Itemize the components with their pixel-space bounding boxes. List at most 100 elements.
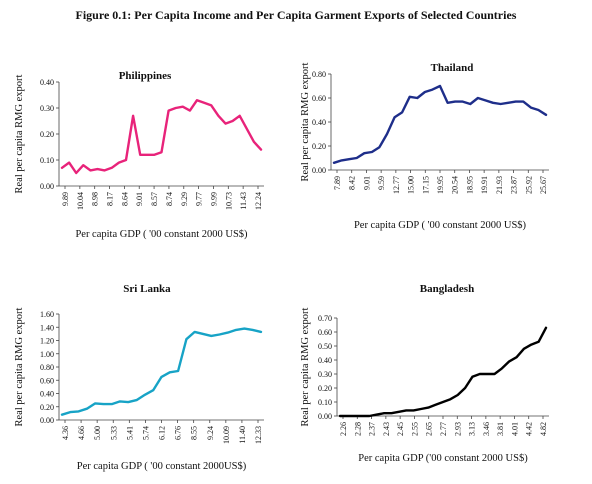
x-tick-label: 8.57 <box>150 192 159 206</box>
y-tick-label: 1.60 <box>40 310 54 319</box>
series-line <box>338 326 548 418</box>
y-tick-label: 0.20 <box>318 384 332 393</box>
y-tick-label: 0.10 <box>318 398 332 407</box>
x-tick-label: 2.26 <box>339 422 348 436</box>
chart-title: Sri Lanka <box>123 283 171 295</box>
y-tick-label: 0.80 <box>312 70 326 79</box>
x-tick-label: 15.00 <box>407 176 416 194</box>
x-tick-label: 2.65 <box>425 422 434 436</box>
y-tick-label: 0.10 <box>40 156 54 165</box>
x-tick-label: 8.98 <box>91 192 100 206</box>
x-tick-label: 5.41 <box>125 426 134 440</box>
y-axis-label: Real per capita RMG export <box>14 74 25 193</box>
y-axis-label: Real per capita RMG export <box>14 307 25 426</box>
x-tick-label: 9.24 <box>206 426 215 440</box>
y-tick-label: 1.00 <box>40 350 54 359</box>
y-axis-label: Real per capita RMG export <box>300 307 311 426</box>
chart-title: Bangladesh <box>420 283 474 295</box>
x-tick-label: 25.92 <box>524 176 533 194</box>
chart-title: Thailand <box>431 62 474 74</box>
x-tick-label: 8.64 <box>120 192 129 206</box>
x-tick-label: 17.15 <box>421 176 430 194</box>
x-tick-label: 23.87 <box>510 176 519 194</box>
x-tick-label: 25.67 <box>539 176 548 194</box>
x-axis-label: Per capita GDP ( '00 constant 2000US$) <box>77 461 247 472</box>
x-tick-label: 19.91 <box>480 176 489 194</box>
chart-thailand: Thailand 0.00 0.20 0.40 0.60 0.80 7.89 8.42 9.01… <box>300 62 549 231</box>
x-tick-label: 5.00 <box>93 426 102 440</box>
y-tick-label: 1.20 <box>40 337 54 346</box>
y-tick-label: 0.60 <box>40 376 54 385</box>
x-tick-label: 2.77 <box>439 422 448 436</box>
x-tick-label: 12.33 <box>254 426 263 444</box>
y-tick-label: 0.20 <box>40 403 54 412</box>
y-axis-label: Real per capita RMG export <box>300 62 311 181</box>
x-tick-label: 20.54 <box>451 176 460 194</box>
y-tick-label: 0.00 <box>318 412 332 421</box>
x-axis-label: Per capita GDP ( '00 constant 2000 US$) <box>354 220 527 231</box>
x-axis-label: Per capita GDP ( '00 constant 2000 US$) <box>75 229 248 240</box>
x-tick-label: 4.82 <box>539 422 548 436</box>
x-tick-label: 9.29 <box>180 192 189 206</box>
y-tick-label: 0.20 <box>40 130 54 139</box>
x-tick-label: 3.46 <box>482 422 491 436</box>
x-tick-label: 4.42 <box>525 422 534 436</box>
x-tick-label: 8.17 <box>106 192 115 206</box>
y-tick-label: 0.40 <box>40 78 54 87</box>
x-tick-label: 9.89 <box>61 192 70 206</box>
x-tick-label: 9.77 <box>195 192 204 206</box>
x-tick-label: 19.95 <box>436 176 445 194</box>
y-tick-label: 0.00 <box>312 166 326 175</box>
x-tick-label: 6.12 <box>158 426 167 440</box>
x-tick-label: 10.04 <box>76 192 85 210</box>
y-tick-label: 1.40 <box>40 323 54 332</box>
x-tick-label: 6.76 <box>174 426 183 440</box>
x-tick-label: 12.24 <box>254 192 263 210</box>
x-tick-label: 5.33 <box>109 426 118 440</box>
x-tick-label: 8.42 <box>348 176 357 190</box>
x-tick-label: 9.99 <box>209 192 218 206</box>
chart-sri-lanka: Sri Lanka 0.00 0.20 0.40 0.60 0.80 1.00 1.20 1.4… <box>14 283 264 472</box>
y-tick-label: 0.00 <box>40 416 54 425</box>
x-tick-label: 2.93 <box>453 422 462 436</box>
y-tick-label: 0.40 <box>40 390 54 399</box>
y-tick-label: 0.50 <box>318 342 332 351</box>
x-tick-label: 2.55 <box>410 422 419 436</box>
x-tick-label: 9.59 <box>377 176 386 190</box>
x-tick-label: 21.93 <box>495 176 504 194</box>
series-line <box>332 84 548 165</box>
y-tick-label: 0.00 <box>40 182 54 191</box>
x-tick-label: 2.43 <box>382 422 391 436</box>
y-tick-label: 0.40 <box>312 118 326 127</box>
y-tick-label: 0.20 <box>312 142 326 151</box>
x-tick-label: 8.74 <box>165 192 174 206</box>
x-tick-label: 9.01 <box>362 176 371 190</box>
y-tick-label: 0.30 <box>318 370 332 379</box>
series-line <box>60 327 263 416</box>
x-axis-label: Per capita GDP ('00 constant 2000 US$) <box>358 453 528 464</box>
y-tick-label: 0.60 <box>312 94 326 103</box>
chart-bangladesh: Bangladesh 0.00 0.10 0.20 0.30 0.40 0.50 0.60 0.… <box>300 283 549 464</box>
y-tick-label: 0.80 <box>40 363 54 372</box>
x-tick-label: 2.28 <box>353 422 362 436</box>
x-tick-label: 11.40 <box>238 426 247 444</box>
x-tick-label: 5.74 <box>141 426 150 440</box>
x-tick-label: 2.45 <box>396 422 405 436</box>
x-tick-label: 8.55 <box>190 426 199 440</box>
y-tick-label: 0.60 <box>318 328 332 337</box>
x-tick-label: 7.89 <box>333 176 342 190</box>
y-tick-label: 0.40 <box>318 356 332 365</box>
chart-philippines: Philippines 0.00 0.10 0.20 0.30 0.40 9.89 10.04… <box>14 70 264 240</box>
x-tick-label: 3.81 <box>496 422 505 436</box>
chart-title: Philippines <box>119 70 172 82</box>
x-tick-label: 4.66 <box>77 426 86 440</box>
y-tick-label: 0.30 <box>40 104 54 113</box>
x-tick-label: 4.36 <box>61 426 70 440</box>
x-tick-label: 12.77 <box>392 176 401 194</box>
x-tick-label: 3.13 <box>468 422 477 436</box>
series-line <box>60 98 263 175</box>
x-tick-label: 11.43 <box>239 192 248 210</box>
x-tick-label: 2.37 <box>368 422 377 436</box>
figure-title: Figure 0.1: Per Capita Income and Per Ca… <box>75 8 517 22</box>
